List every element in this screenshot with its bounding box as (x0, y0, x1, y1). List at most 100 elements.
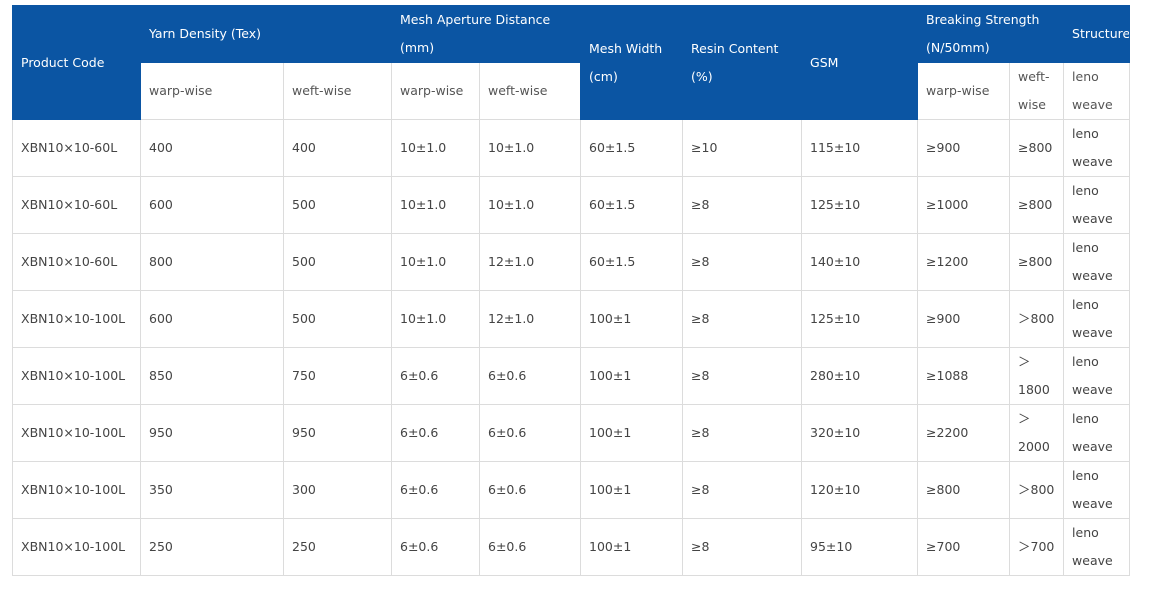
data-cell: ≥1088 (917, 347, 1011, 405)
data-cell: leno weave (1063, 176, 1131, 234)
data-cell: 115±10 (801, 119, 919, 177)
subheader-cell: weft-wise (283, 62, 392, 120)
data-cell: 6±0.6 (391, 461, 480, 519)
data-cell: ＞700 (1009, 518, 1065, 576)
data-cell: ≥8 (682, 461, 803, 519)
header-cell: Breaking Strength (N/50mm) (917, 5, 1065, 63)
data-cell: XBN10×10-100L (12, 461, 141, 519)
header-cell: Mesh Width (cm) (580, 5, 684, 120)
data-cell: ＞1800 (1009, 347, 1065, 405)
header-cell: GSM (801, 5, 919, 120)
data-cell: ≥8 (682, 518, 803, 576)
data-cell: 6±0.6 (391, 347, 480, 405)
data-cell: 100±1 (580, 518, 684, 576)
data-cell: ≥2200 (917, 404, 1011, 462)
header-cell: Resin Content (%) (682, 5, 803, 120)
data-cell: 10±1.0 (391, 233, 480, 291)
data-cell: 600 (140, 290, 284, 348)
data-cell: 500 (283, 290, 392, 348)
header-cell: Mesh Aperture Distance (mm) (390, 5, 582, 63)
data-cell: 10±1.0 (391, 290, 480, 348)
data-cell: 6±0.6 (478, 404, 582, 462)
data-cell: 6±0.6 (391, 404, 480, 462)
data-cell: XBN10×10-100L (12, 290, 141, 348)
data-cell: 12±1.0 (478, 290, 582, 348)
header-cell: Structure (1063, 5, 1131, 63)
data-cell: ≥10 (682, 119, 803, 177)
data-cell: 10±1.0 (391, 176, 480, 234)
data-cell: 500 (283, 233, 392, 291)
subheader-cell: weft-wise (1009, 62, 1065, 120)
table-body: Product Code Yarn Density (Tex) Mesh Apert… (12, 5, 1131, 576)
data-cell: 100±1 (580, 347, 684, 405)
data-cell: 10±1.0 (478, 119, 582, 177)
data-cell: 250 (140, 518, 284, 576)
data-cell: 10±1.0 (391, 119, 480, 177)
data-cell: 6±0.6 (478, 518, 582, 576)
subheader-cell: warp-wise (391, 62, 480, 120)
data-cell: 800 (140, 233, 284, 291)
subheader-row: warp-wise weft-wise warp-wise weft-wise warp… (13, 62, 1131, 120)
data-cell: ≥800 (917, 461, 1011, 519)
subheader-cell: weft-wise (478, 62, 582, 120)
data-cell: 850 (140, 347, 284, 405)
data-cell: ＞800 (1009, 461, 1065, 519)
data-cell: ≥1000 (917, 176, 1011, 234)
data-cell: ≥8 (682, 290, 803, 348)
data-cell: 400 (140, 119, 284, 177)
data-cell: XBN10×10-60L (12, 233, 141, 291)
data-cell: leno weave (1063, 119, 1131, 177)
data-cell: 125±10 (801, 290, 919, 348)
data-cell: 95±10 (801, 518, 919, 576)
data-cell: 100±1 (580, 290, 684, 348)
product-table: Product Code Yarn Density (Tex) Mesh Apert… (12, 5, 1131, 576)
data-row: XBN10×10-100L 350 300 6±0.6 6±0.6 100±1 ≥8 120±… (12, 461, 1131, 519)
data-cell: leno weave (1063, 461, 1131, 519)
data-cell: 500 (283, 176, 392, 234)
data-cell: ≥1200 (917, 233, 1011, 291)
data-cell: 600 (140, 176, 284, 234)
subheader-cell: warp-wise (917, 62, 1011, 120)
data-cell: XBN10×10-60L (12, 119, 141, 177)
data-cell: 300 (283, 461, 392, 519)
data-cell: 100±1 (580, 461, 684, 519)
data-cell: 350 (140, 461, 284, 519)
data-cell: leno weave (1063, 233, 1131, 291)
data-cell: ≥8 (682, 347, 803, 405)
data-cell: ＞800 (1009, 290, 1065, 348)
data-cell: 280±10 (801, 347, 919, 405)
data-cell: ≥800 (1009, 233, 1065, 291)
header-cell: Product Code (12, 5, 141, 120)
data-row: XBN10×10-100L 850 750 6±0.6 6±0.6 100±1 ≥8 280±… (12, 347, 1131, 405)
subheader-cell: leno weave (1063, 62, 1131, 120)
data-cell: 100±1 (580, 404, 684, 462)
data-cell: leno weave (1063, 347, 1131, 405)
data-cell: 320±10 (801, 404, 919, 462)
data-cell: ≥700 (917, 518, 1011, 576)
data-cell: 250 (283, 518, 392, 576)
header-cell: Yarn Density (Tex) (140, 5, 392, 63)
data-cell: 10±1.0 (478, 176, 582, 234)
data-cell: 950 (283, 404, 392, 462)
data-cell: 60±1.5 (580, 119, 684, 177)
data-cell: ≥800 (1009, 176, 1065, 234)
data-cell: 12±1.0 (478, 233, 582, 291)
data-cell: 750 (283, 347, 392, 405)
data-cell: ≥8 (682, 176, 803, 234)
data-cell: ≥900 (917, 119, 1011, 177)
data-cell: 120±10 (801, 461, 919, 519)
data-cell: leno weave (1063, 518, 1131, 576)
data-cell: 60±1.5 (580, 233, 684, 291)
data-row: XBN10×10-60L 800 500 10±1.0 12±1.0 60±1.5 ≥8 14… (12, 233, 1131, 291)
data-cell: 6±0.6 (391, 518, 480, 576)
data-cell: XBN10×10-60L (12, 176, 141, 234)
data-cell: 125±10 (801, 176, 919, 234)
data-row: XBN10×10-100L 600 500 10±1.0 12±1.0 100±1 ≥8 12… (12, 290, 1131, 348)
header-row: Product Code Yarn Density (Tex) Mesh Apert… (12, 5, 1131, 120)
data-cell: ≥8 (682, 404, 803, 462)
data-cell: XBN10×10-100L (12, 404, 141, 462)
data-cell: 950 (140, 404, 284, 462)
data-row: XBN10×10-60L 600 500 10±1.0 10±1.0 60±1.5 ≥8 12… (12, 176, 1131, 234)
data-cell: 400 (283, 119, 392, 177)
